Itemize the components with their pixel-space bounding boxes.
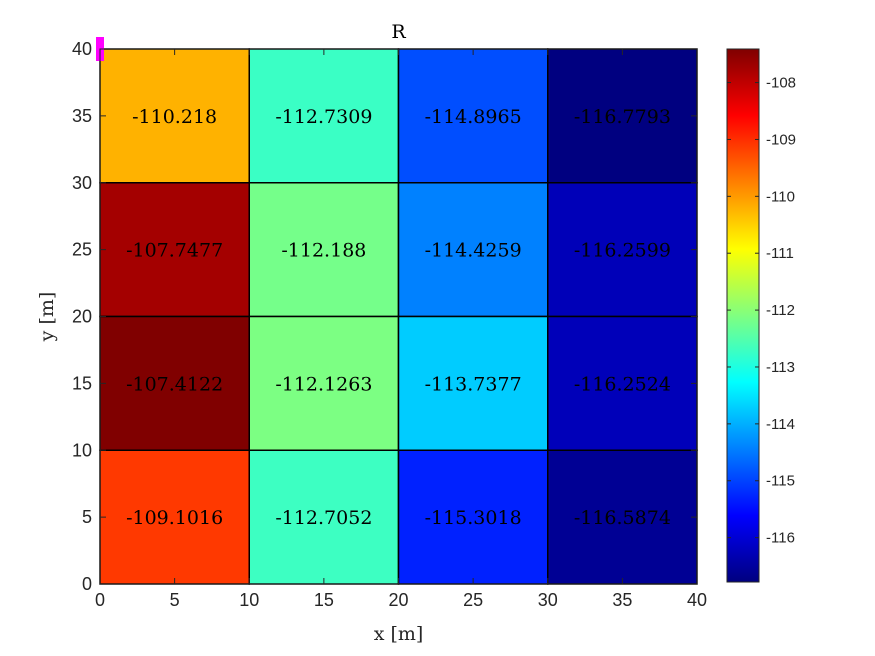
heatmap-cell	[248, 449, 400, 585]
x-tick-label: 30	[538, 590, 558, 610]
x-tick-label: 15	[314, 590, 334, 610]
cell-value-label: -112.188	[281, 240, 366, 262]
colorbar-tick-label: -110	[766, 188, 795, 205]
x-tick-label: 10	[239, 590, 259, 610]
heatmap-cell	[547, 315, 698, 451]
colorbar-tick-label: -113	[766, 359, 795, 376]
x-tick-label: 20	[388, 590, 408, 610]
cell-value-label: -114.4259	[425, 240, 522, 262]
cell-value-label: -116.5874	[574, 507, 671, 529]
cell-value-label: -113.7377	[425, 373, 522, 395]
x-tick-label: 0	[95, 590, 105, 610]
colorbar: -108 -109 -110 -111 -112 -113 -114 -115 -116	[726, 48, 796, 583]
colorbar-tick-label: -115	[766, 473, 795, 490]
x-tick-label: 35	[612, 590, 632, 610]
cell-value-label: -114.8965	[425, 106, 522, 128]
cell-value-label: -112.7309	[275, 106, 372, 128]
x-tick-label: 5	[170, 590, 180, 610]
heatmap-cell	[547, 48, 698, 184]
cell-value-label: -112.1263	[275, 373, 372, 395]
x-tick-label: 25	[463, 590, 483, 610]
cell-value-label: -116.2599	[574, 240, 671, 262]
heatmap-cell-labels: -110.218 -112.7309 -114.8965 -116.7793 -107.…	[126, 106, 671, 529]
y-axis-title: y [m]	[36, 292, 58, 343]
colorbar-tick-label: -111	[766, 245, 794, 262]
axis-ticks: 0 5 10 15 20 25 30 35 40 0 5 10 15 20 25 30 35 40	[72, 39, 707, 610]
colorbar-tick-label: -109	[766, 131, 796, 148]
cell-value-label: -107.7477	[126, 240, 223, 262]
cell-value-label: -115.3018	[425, 507, 522, 529]
heatmap-cell	[248, 48, 400, 184]
heatmap-cell	[99, 449, 250, 585]
colorbar-tick-label: -114	[766, 416, 795, 433]
heatmap-cell	[248, 182, 400, 318]
y-tick-label: 15	[72, 373, 92, 393]
y-tick-label: 25	[72, 240, 92, 260]
x-axis-title: x [m]	[374, 623, 424, 645]
y-tick-label: 35	[72, 106, 92, 126]
cell-value-label: -112.7052	[275, 507, 372, 529]
heatmap-cell	[547, 182, 698, 318]
heatmap-cell	[547, 449, 698, 585]
y-tick-label: 5	[82, 507, 92, 527]
y-tick-label: 10	[72, 440, 92, 460]
cell-value-label: -109.1016	[126, 507, 223, 529]
colorbar-tick-label: -112	[766, 302, 795, 319]
heatmap-cell	[248, 315, 400, 451]
cell-value-label: -116.2524	[574, 373, 671, 395]
heatmap-cell	[99, 48, 250, 184]
y-tick-label: 40	[72, 39, 92, 59]
y-tick-label: 20	[72, 307, 92, 327]
heatmap-cells	[99, 48, 698, 585]
cell-value-label: -110.218	[132, 106, 217, 128]
colorbar-gradient	[726, 48, 760, 583]
chart-title: R	[391, 21, 406, 43]
heatmap-cell	[99, 182, 250, 318]
cell-value-label: -107.4122	[126, 373, 223, 395]
x-tick-label: 40	[687, 590, 707, 610]
y-tick-label: 0	[82, 574, 92, 594]
y-tick-label: 30	[72, 173, 92, 193]
heatmap-cell	[397, 449, 549, 585]
colorbar-tick-label: -116	[766, 530, 795, 547]
cell-value-label: -116.7793	[574, 106, 671, 128]
colorbar-tick-label: -108	[766, 75, 796, 92]
